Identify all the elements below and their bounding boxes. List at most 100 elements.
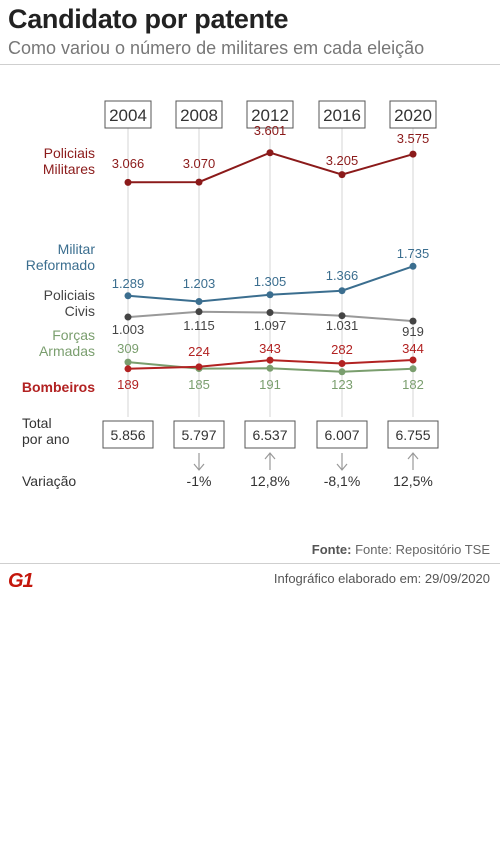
total-box-2008: [173, 420, 225, 449]
point-militar-reformado-2004: [124, 292, 132, 300]
data-label-militar-reformado-2012: 1.305: [254, 274, 287, 289]
chart-subtitle: Como variou o número de militares em cad…: [8, 38, 425, 58]
total-box-2016: [316, 420, 368, 449]
point-for-as-armadas-2004: [124, 358, 132, 366]
data-label-militar-reformado-2008: 1.203: [183, 276, 216, 291]
series-name-policiais-militares-line-2: Militares: [43, 161, 95, 177]
point-bombeiros-2012: [266, 356, 274, 364]
point-bombeiros-2008: [195, 363, 203, 371]
data-label-bombeiros-2020: 344: [402, 341, 424, 356]
data-label-policiais-militares-2008: 3.070: [183, 156, 216, 171]
data-label-for-as-armadas-2016: 123: [331, 377, 353, 392]
point-policiais-civis-2016: [338, 312, 346, 320]
year-label-2008: 2008: [180, 106, 218, 125]
year-label-2012: 2012: [251, 106, 289, 125]
data-label-policiais-civis-2008: 1.115: [183, 318, 215, 333]
point-policiais-militares-2020: [409, 150, 417, 158]
footer-divider: [0, 563, 500, 564]
data-label-bombeiros-2012: 343: [259, 341, 281, 356]
total-value-2004: 5.856: [110, 427, 145, 443]
total-box-2012: [244, 420, 296, 449]
point-for-as-armadas-2012: [266, 364, 274, 372]
variation-down-arrow-icon-2016: [336, 463, 348, 471]
year-box-2016: [318, 100, 366, 129]
data-label-for-as-armadas-2012: 191: [259, 377, 281, 392]
data-label-policiais-civis-2016: 1.031: [326, 318, 359, 333]
header-divider: [0, 64, 500, 65]
point-policiais-militares-2008: [195, 178, 203, 186]
series-name-policiais-militares-line-1: Policiais: [44, 145, 95, 161]
series-name-for-as-armadas-line-2: Armadas: [39, 343, 95, 359]
source-note: Fonte: Fonte: Repositório TSE: [312, 542, 490, 557]
series-name-policiais-civis-line-1: Policiais: [44, 287, 95, 303]
variation-down-arrow-icon-2008: [193, 463, 205, 471]
point-militar-reformado-2012: [266, 291, 274, 299]
series-name-for-as-armadas-line-1: Forças: [52, 327, 95, 343]
point-policiais-civis-2004: [124, 313, 132, 321]
year-box-2012: [246, 100, 294, 129]
data-label-for-as-armadas-2020: 182: [402, 377, 424, 392]
line-chart: 2004 2008 2012 2016 2020 3.066 3.070 3.601 3.205…: [22, 100, 439, 489]
totals-label-line-2: por ano: [22, 431, 70, 447]
data-label-militar-reformado-2016: 1.366: [326, 268, 359, 283]
point-bombeiros-2020: [409, 356, 417, 364]
data-label-bombeiros-2008: 224: [188, 344, 210, 359]
variation-up-arrow-icon-2020: [407, 452, 419, 460]
point-bombeiros-2004: [124, 365, 132, 373]
total-value-2012: 6.537: [252, 427, 287, 443]
total-box-2020: [387, 420, 439, 449]
data-label-militar-reformado-2004: 1.289: [112, 276, 145, 291]
point-policiais-civis-2008: [195, 308, 203, 316]
total-value-2008: 5.797: [181, 427, 216, 443]
series-name-policiais-civis-line-2: Civis: [65, 303, 95, 319]
data-label-policiais-civis-2012: 1.097: [254, 318, 287, 333]
variation-label: Variação: [22, 473, 76, 489]
data-label-bombeiros-2004: 189: [117, 377, 139, 392]
point-militar-reformado-2020: [409, 262, 417, 270]
data-label-for-as-armadas-2008: 185: [188, 377, 210, 392]
g1-logo: G1: [8, 570, 34, 592]
date-label: Infográfico elaborado em:: [273, 571, 422, 586]
point-policiais-militares-2012: [266, 149, 274, 157]
year-box-2008: [175, 100, 223, 129]
source-label: Fonte:: [311, 542, 352, 557]
total-value-2016: 6.007: [324, 427, 359, 443]
point-militar-reformado-2016: [338, 287, 346, 295]
point-policiais-civis-2020: [409, 317, 417, 325]
point-for-as-armadas-2016: [338, 368, 346, 376]
data-label-policiais-militares-2012: 3.601: [254, 123, 287, 138]
series-name-bombeiros: Bombeiros: [22, 379, 95, 395]
year-label-2020: 2020: [394, 106, 432, 125]
year-box-2004: [104, 100, 152, 129]
chart-title: Candidato por patente: [8, 4, 289, 34]
point-policiais-militares-2016: [338, 171, 346, 179]
data-label-policiais-civis-2020: 919: [402, 324, 424, 339]
source-text: Fonte: Repositório TSE: [355, 542, 490, 557]
data-label-policiais-militares-2020: 3.575: [397, 131, 430, 146]
data-label-militar-reformado-2020: 1.735: [397, 246, 430, 261]
data-label-policiais-militares-2016: 3.205: [326, 153, 359, 168]
year-label-2016: 2016: [323, 106, 361, 125]
year-label-2004: 2004: [109, 106, 147, 125]
data-label-bombeiros-2016: 282: [331, 342, 353, 357]
series-name-militar-reformado-line-2: Reformado: [26, 257, 95, 273]
variation-up-arrow-icon-2012: [264, 452, 276, 460]
point-policiais-militares-2004: [124, 178, 132, 186]
variation-value-2008: -1%: [187, 473, 212, 489]
variation-value-2012: 12,8%: [250, 473, 290, 489]
point-for-as-armadas-2020: [409, 365, 417, 373]
date-note: Infográfico elaborado em: 29/09/2020: [274, 571, 490, 586]
point-militar-reformado-2008: [195, 297, 203, 305]
total-box-2004: [102, 420, 154, 449]
variation-value-2020: 12,5%: [393, 473, 433, 489]
point-bombeiros-2016: [338, 360, 346, 368]
total-value-2020: 6.755: [395, 427, 430, 443]
date-value: 29/09/2020: [424, 571, 490, 586]
year-box-2020: [389, 100, 437, 129]
point-policiais-civis-2012: [266, 309, 274, 317]
data-label-policiais-civis-2004: 1.003: [112, 322, 145, 337]
series-name-militar-reformado-line-1: Militar: [58, 241, 96, 257]
data-label-for-as-armadas-2004: 309: [117, 341, 139, 356]
variation-value-2016: -8,1%: [324, 473, 361, 489]
data-label-policiais-militares-2004: 3.066: [112, 156, 145, 171]
